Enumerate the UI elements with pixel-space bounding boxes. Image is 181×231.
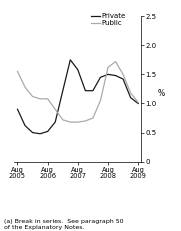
Public: [99, 99, 102, 102]
Line: Public: Public: [18, 62, 138, 122]
Private: [137, 102, 139, 105]
Public: [24, 86, 26, 88]
Private: [24, 124, 26, 127]
Public: [31, 95, 34, 98]
Private: [99, 76, 102, 79]
Public: [62, 119, 64, 121]
Private: [47, 130, 49, 133]
Public: [69, 121, 71, 124]
Private: [107, 73, 109, 76]
Private: [114, 74, 117, 77]
Private: [39, 132, 41, 135]
Line: Private: Private: [18, 60, 138, 134]
Public: [16, 70, 19, 73]
Public: [107, 66, 109, 69]
Public: [130, 92, 132, 94]
Private: [92, 89, 94, 92]
Public: [47, 97, 49, 100]
Private: [122, 78, 124, 80]
Legend: Private, Public: Private, Public: [91, 13, 126, 26]
Private: [130, 96, 132, 99]
Text: (a) Break in series.  See paragraph 50
of the Explanatory Notes.: (a) Break in series. See paragraph 50 of…: [4, 219, 123, 230]
Private: [69, 58, 71, 61]
Public: [137, 101, 139, 104]
Public: [92, 117, 94, 119]
Y-axis label: %: %: [157, 89, 164, 98]
Public: [84, 120, 87, 122]
Private: [54, 121, 56, 124]
Private: [31, 131, 34, 134]
Public: [114, 60, 117, 63]
Public: [77, 121, 79, 124]
Private: [77, 68, 79, 71]
Private: [16, 108, 19, 111]
Public: [39, 97, 41, 100]
Private: [84, 89, 87, 92]
Public: [122, 73, 124, 76]
